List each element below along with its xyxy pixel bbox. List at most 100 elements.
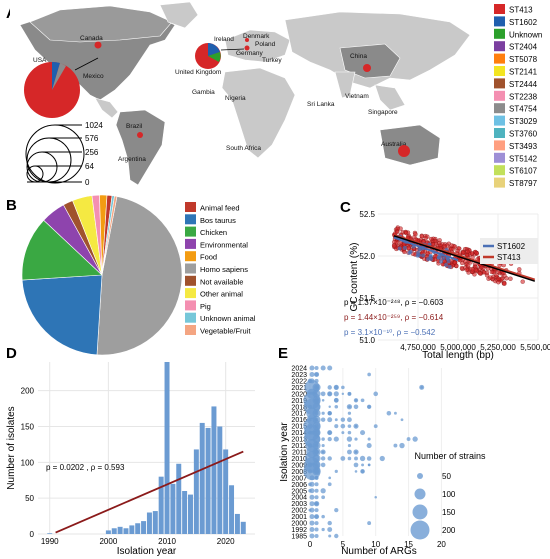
- st413-point: [477, 271, 483, 276]
- arg-bubble: [366, 456, 372, 461]
- st-legend-label: ST2238: [509, 92, 538, 101]
- arg-bubble: [367, 372, 371, 377]
- st-legend-swatch: [494, 90, 505, 101]
- arg-bubble: [341, 431, 345, 435]
- arg-bubble: [353, 398, 359, 403]
- country-label-poland: Poland: [255, 41, 276, 48]
- south-america: [115, 109, 166, 186]
- st413-point: [464, 267, 469, 272]
- y-tick-label: 50: [25, 494, 34, 503]
- st1602-point: [426, 257, 431, 262]
- y-tick-label: 2000: [291, 521, 307, 528]
- central-america: [94, 97, 119, 119]
- x-tick-label: 4,750,000: [400, 343, 436, 352]
- st413-point: [466, 263, 471, 268]
- st-legend-label: ST413: [509, 6, 533, 15]
- arg-bubble: [320, 456, 326, 461]
- country-label-mexico: Mexico: [83, 73, 104, 80]
- arg-bubble: [320, 417, 326, 422]
- year-bar: [111, 528, 117, 534]
- arg-bubble: [327, 411, 332, 416]
- arg-bubble: [347, 411, 352, 415]
- arg-bubble: [361, 463, 365, 467]
- china-region: [339, 43, 401, 79]
- arg-bubble: [320, 462, 326, 468]
- y-tick-label: 100: [21, 458, 35, 467]
- arg-bubble: [341, 385, 345, 390]
- arg-bubble: [348, 405, 351, 409]
- y-tick-label: 2023: [291, 372, 307, 379]
- st413-point: [429, 236, 434, 242]
- size-legend-label-0: 0: [85, 178, 90, 187]
- arg-bubble: [309, 475, 315, 481]
- country-label-denmark: Denmark: [243, 33, 270, 40]
- year-bar: [170, 483, 176, 534]
- st-legend-swatch: [494, 103, 505, 114]
- arg-bubble: [366, 442, 372, 449]
- pie-legend-swatch: [185, 226, 196, 237]
- arg-bubble: [314, 495, 319, 500]
- arg-bubble: [347, 449, 352, 455]
- st413-point: [465, 249, 470, 254]
- source-legend: Animal feed Bos taurus Chicken Environmenta…: [185, 202, 256, 336]
- st413-point: [461, 250, 466, 255]
- y-tick-label: 2013: [291, 437, 307, 444]
- india: [334, 71, 356, 99]
- year-bar: [229, 485, 235, 534]
- pie-legend-label: Vegetable/Fruit: [200, 327, 251, 336]
- arg-bubble: [353, 462, 359, 468]
- arg-bubble: [367, 405, 371, 409]
- y-tick-label: 2019: [291, 398, 307, 405]
- arg-bubble: [347, 443, 352, 448]
- pie-chart-panel: B Animal feed Bos taurus Chicken Environmen…: [6, 194, 256, 356]
- pie-legend-swatch: [185, 288, 196, 299]
- y-tick-label: 2012: [291, 443, 307, 450]
- x-tick-label: 2000: [99, 537, 117, 546]
- y-tick-label: 2020: [291, 391, 307, 398]
- arg-bubble: [347, 424, 352, 428]
- st-legend-label: ST4754: [509, 105, 538, 114]
- arg-bubble: [400, 418, 404, 422]
- arg-bubble: [309, 507, 315, 513]
- arg-bubble: [314, 384, 320, 390]
- st-legend-label: ST2404: [509, 43, 538, 52]
- gc-scatter-plot: 51.0 51.5 52.0 52.5 4,750,000 5,000,000 5,250,…: [344, 210, 550, 361]
- arg-bubble: [309, 514, 315, 520]
- y-tick-label: 2003: [291, 501, 307, 508]
- trend-line: [393, 234, 536, 281]
- arg-bubble: [334, 418, 338, 422]
- y-tick-label: 150: [21, 423, 35, 432]
- panel-label-c: C: [340, 199, 351, 216]
- arg-bubble: [327, 482, 332, 487]
- pie-legend-label: Other animal: [200, 290, 243, 299]
- arg-bubble: [367, 463, 371, 467]
- arg-bubble: [314, 482, 319, 487]
- year-bar: [146, 512, 152, 534]
- pie-legend-label: Unknown animal: [200, 314, 256, 323]
- x-tick-label: 5,500,000: [520, 343, 550, 352]
- x-tick-label: 1990: [41, 537, 59, 546]
- arg-bubble: [313, 468, 320, 475]
- st1602-point: [441, 256, 446, 261]
- arg-bubble: [314, 488, 319, 493]
- y-tick-label: 2008: [291, 469, 307, 476]
- pie-legend-label: Bos taurus: [200, 216, 236, 225]
- pie-legend-swatch: [185, 202, 196, 212]
- st1602-point: [421, 253, 426, 258]
- x-tick-label: 5,250,000: [480, 343, 516, 352]
- x-axis-title: Total length (bp): [422, 350, 494, 361]
- y-tick-label: 1985: [291, 534, 307, 541]
- y-tick-label: 2011: [292, 450, 307, 457]
- x-axis-title: Number of ARGs: [341, 546, 417, 557]
- australia: [379, 124, 441, 166]
- map-pie-markers: [24, 38, 410, 157]
- arg-bubble: [321, 495, 326, 500]
- uk-pie-slice-blue: [208, 43, 220, 56]
- st413-point: [489, 269, 495, 275]
- size-legend-label-64: 64: [85, 162, 94, 171]
- denmark-marker: [245, 38, 249, 42]
- arg-bubble-panel: E 0 5 10 15 20202420232022202120202019201820…: [278, 345, 486, 557]
- canada-region: [29, 5, 173, 43]
- pie-legend-swatch: [185, 275, 196, 286]
